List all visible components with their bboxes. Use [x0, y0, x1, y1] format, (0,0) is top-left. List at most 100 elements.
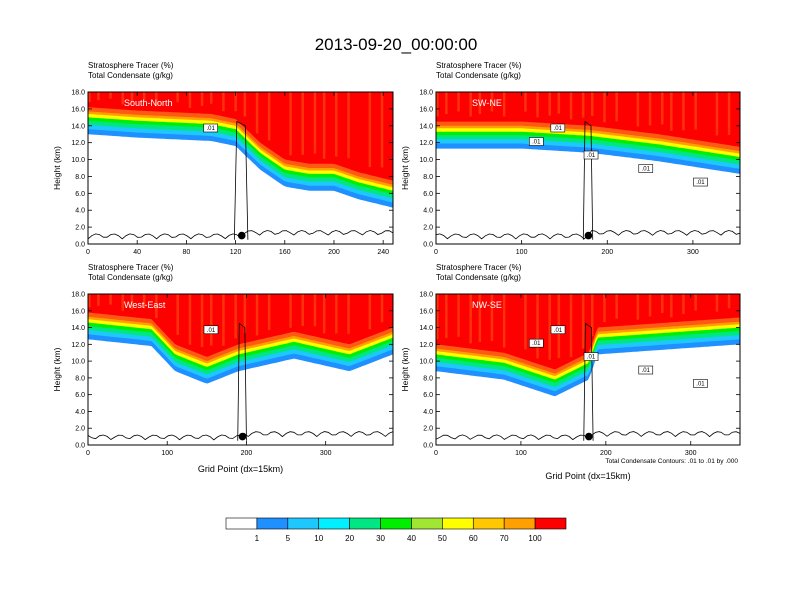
y-tick-label: 12.0 [71, 140, 85, 147]
tracer-band [436, 294, 740, 370]
contour-info: Total Condensate Contours: .01 to .01 by… [605, 458, 738, 465]
convection-contour [237, 322, 247, 441]
tracer-streak [490, 92, 494, 112]
y-tick-label: 4.0 [423, 409, 433, 416]
x-tick-label: 0 [86, 450, 90, 457]
contour-label: .01 [693, 379, 708, 388]
y-tick-label: 8.0 [75, 375, 85, 382]
legend-swatch [349, 517, 381, 530]
tracer-streak [210, 92, 213, 104]
legend-swatch [380, 517, 412, 530]
y-tick-label: 0.0 [423, 242, 433, 249]
tracer-streak [155, 294, 158, 319]
legend-swatch [472, 517, 505, 530]
tracer-streak [121, 92, 124, 105]
tracer-streak [155, 92, 158, 107]
tracer-streak [490, 294, 494, 341]
tracer-streak [591, 92, 594, 116]
tracer-field: .01 [88, 92, 393, 240]
tracer-streak [322, 92, 326, 159]
tracer-streak [380, 92, 384, 168]
legend-swatch [225, 517, 258, 530]
legend-swatch [411, 517, 443, 530]
svg-text:.01: .01 [696, 381, 705, 387]
contour-label: .01 [638, 164, 654, 173]
section-label: South-North [124, 98, 173, 108]
tracer-streak [109, 92, 112, 99]
legend-label: 60 [469, 534, 478, 543]
tracer-streak [661, 92, 664, 125]
x-axis-label: Grid Point (dx=15km) [198, 464, 283, 474]
contour-label: .01 [203, 325, 219, 335]
contour-label: .01 [550, 325, 566, 335]
y-tick-label: 2.0 [423, 426, 433, 433]
convection-contour [583, 322, 594, 441]
tracer-streak [694, 294, 697, 311]
tracer-band [88, 294, 393, 357]
svg-text:.01: .01 [642, 368, 651, 374]
x-tick-label: 0 [86, 249, 90, 256]
tracer-streak [243, 294, 247, 334]
contour-label: .01 [529, 137, 544, 146]
tracer-streak [615, 92, 618, 122]
tracer-streak [524, 294, 527, 350]
tracer-streak [97, 92, 100, 101]
y-axis-label: Height (km) [52, 347, 62, 391]
contour-label: .01 [203, 123, 218, 133]
section-label: West-East [124, 300, 166, 310]
tracer-streak [142, 92, 146, 101]
legend-label: 1 [255, 534, 260, 543]
x-tick-label: 200 [241, 450, 253, 457]
tracer-streak [109, 294, 112, 305]
tracer-streak [88, 92, 91, 103]
y-axis-label: Height (km) [400, 146, 410, 190]
tracer-streak [289, 92, 292, 156]
legend-swatch [318, 517, 350, 530]
convection-contour [233, 120, 249, 240]
x-tick-label: 300 [320, 450, 332, 457]
legend-swatch [442, 517, 474, 530]
panel-title-line: Stratosphere Tracer (%) [88, 263, 174, 272]
y-tick-label: 8.0 [75, 174, 85, 181]
tracer-streak [188, 294, 192, 345]
svg-text:.01: .01 [554, 126, 563, 132]
tracer-streak [524, 92, 527, 112]
tracer-streak [445, 92, 448, 114]
panel-title-line: Total Condensate (g/kg) [436, 71, 521, 80]
tracer-band [436, 92, 740, 147]
tracer-streak [569, 294, 573, 358]
x-axis-label: Grid Point (dx=15km) [545, 471, 630, 481]
tracer-streak [457, 92, 460, 112]
x-tick-label: 0 [434, 450, 438, 457]
tracer-streak [603, 92, 606, 123]
y-tick-label: 18.0 [71, 292, 85, 299]
legend-label: 30 [376, 534, 385, 543]
panel-nw-se: Stratosphere Tracer (%)Total Condensate … [400, 263, 741, 481]
tracer-streak [267, 92, 271, 141]
svg-text:.01: .01 [642, 167, 651, 173]
tracer-streak [502, 294, 506, 348]
contour-label: .01 [693, 177, 708, 187]
legend-swatch [256, 517, 289, 530]
y-tick-label: 6.0 [423, 191, 433, 198]
x-tick-label: 100 [515, 450, 527, 457]
y-tick-label: 10.0 [419, 157, 433, 164]
contour-label: .01 [638, 365, 654, 375]
y-tick-label: 16.0 [419, 106, 433, 113]
y-tick-label: 18.0 [71, 90, 85, 97]
tracer-streak [255, 294, 259, 336]
tracer-streak [469, 294, 472, 344]
tracer-streak [130, 92, 134, 103]
tracer-streak [478, 92, 482, 114]
tracer-streak [347, 92, 350, 159]
tracer-streak [436, 92, 439, 117]
tracer-streak [536, 92, 539, 118]
tracer-streak [469, 92, 472, 117]
tracer-field: .01 .01 .01 .01 .01 [436, 294, 740, 441]
legend-swatch [534, 517, 567, 530]
x-tick-label: 100 [161, 450, 173, 457]
x-tick-label: 100 [516, 249, 528, 256]
tracer-streak [255, 92, 259, 134]
y-tick-label: 6.0 [75, 392, 85, 399]
tracer-streak [591, 294, 594, 337]
